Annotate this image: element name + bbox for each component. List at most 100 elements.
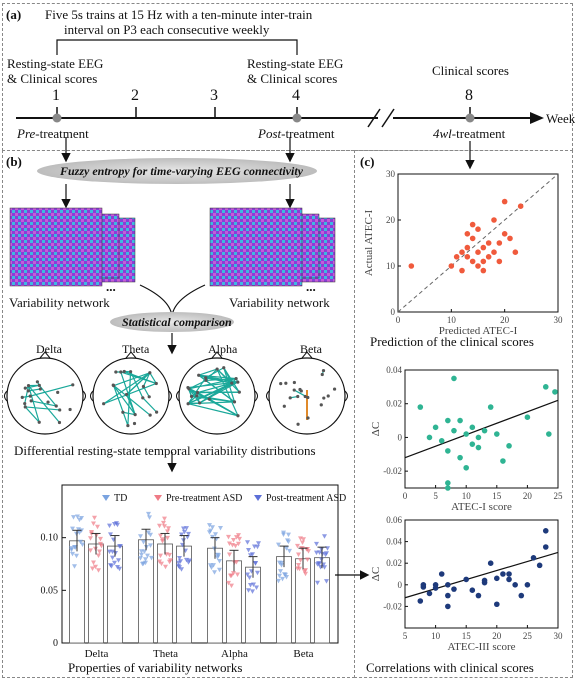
electrode-dot xyxy=(56,390,60,394)
bar-jitter-point xyxy=(97,549,102,555)
electrode-dot xyxy=(141,384,146,389)
bar-jitter-point xyxy=(210,525,215,530)
scatter-point xyxy=(485,253,492,260)
y-tick-label: 0.04 xyxy=(386,537,402,547)
electrode-dot xyxy=(57,420,62,425)
bar-jitter-point xyxy=(75,514,80,519)
panel-b-label: (b) xyxy=(6,154,22,169)
y-tick-label: 0 xyxy=(53,638,58,649)
x-axis-label: ATEC-I score xyxy=(451,501,512,513)
electrode-dot xyxy=(71,383,75,387)
head-ear-right xyxy=(344,390,348,402)
scatter-point xyxy=(448,263,455,269)
electrode-dot xyxy=(121,410,125,414)
y-axis-label: ΔC xyxy=(370,567,382,581)
electrode-dot xyxy=(68,407,72,412)
connection-edge xyxy=(113,372,151,387)
electrode-dot xyxy=(186,402,190,406)
electrode-dot xyxy=(292,380,296,385)
bar-jitter-point xyxy=(209,565,214,571)
electrode-dot xyxy=(114,370,118,374)
bar-jitter-point xyxy=(96,568,101,573)
connection-edge xyxy=(38,384,57,407)
bar-jitter-point xyxy=(276,578,281,584)
bar-jitter-point xyxy=(138,556,143,561)
x-tick-label: 15 xyxy=(492,491,502,501)
scatter-frame xyxy=(404,519,559,629)
bar-jitter-point xyxy=(176,560,181,566)
bar-jitter-point xyxy=(315,580,320,586)
pre-treatment-label: Pre-treatment xyxy=(17,127,89,140)
bar-jitter-point xyxy=(229,583,234,589)
head-ear-left xyxy=(176,390,180,402)
band-label-alpha: Alpha xyxy=(208,342,238,356)
connection-edge xyxy=(103,372,151,405)
scatter-point xyxy=(445,592,451,599)
scatter-point xyxy=(506,443,512,449)
bar-jitter-point xyxy=(300,540,305,546)
bar-jitter-point xyxy=(146,511,151,517)
bar-jitter-point xyxy=(208,528,213,534)
scatter-point xyxy=(469,424,476,431)
electrode-dot xyxy=(111,383,115,387)
electrode-dot xyxy=(306,416,310,420)
bar-jitter-point xyxy=(69,546,74,551)
scatter-point xyxy=(496,258,503,265)
bar-jitter-point xyxy=(255,570,260,576)
bar-jitter-point xyxy=(280,576,285,582)
scatter-point xyxy=(475,263,481,269)
bar-jitter-point xyxy=(237,536,242,542)
head-nose xyxy=(211,351,223,359)
band-label-beta: Beta xyxy=(300,342,322,356)
bar-jitter-point xyxy=(278,569,283,574)
connection-edge xyxy=(25,406,60,411)
y-tick-label: 0.06 xyxy=(386,515,402,525)
bar-jitter-point xyxy=(117,544,122,549)
identity-line xyxy=(397,173,559,313)
electrode-dot xyxy=(296,422,300,426)
connection-edge xyxy=(27,385,40,423)
y-tick-label: 10 xyxy=(386,261,396,271)
head-ear-right xyxy=(82,390,86,402)
pre-italic: Pre xyxy=(17,126,36,141)
bar-jitter-point xyxy=(185,534,190,540)
electrode-dot xyxy=(35,380,40,384)
bar-jitter-point xyxy=(246,548,251,553)
electrode-dot xyxy=(37,383,41,387)
bar-jitter-point xyxy=(248,582,253,588)
connection-edge xyxy=(113,385,136,415)
electrode-dot xyxy=(332,387,337,391)
scatter-point xyxy=(463,576,470,583)
electrode-dot xyxy=(141,396,145,400)
bar-jitter-point xyxy=(286,539,291,545)
scatter-point xyxy=(512,582,518,588)
y-tick-label: -0.02 xyxy=(383,466,402,476)
properties-caption: Properties of variability networks xyxy=(68,660,243,675)
scatter-point xyxy=(464,253,471,260)
week-tick-2: 2 xyxy=(131,87,139,104)
variability-network-right-label: Variability network xyxy=(229,295,330,310)
electrode-dot xyxy=(23,405,27,409)
scatter-point xyxy=(501,231,508,237)
bar-jitter-point xyxy=(109,564,114,569)
scatter-point xyxy=(500,458,506,464)
scatter-point xyxy=(451,427,457,434)
bar-jitter-point xyxy=(286,532,291,538)
scatter-point xyxy=(457,454,463,461)
bar-jitter-point xyxy=(236,541,241,547)
bar-jitter-point xyxy=(255,544,260,550)
scatter-point xyxy=(480,258,487,265)
bar-jitter-point xyxy=(314,541,319,547)
panel-c-frame xyxy=(354,150,573,678)
legend-label: TD xyxy=(114,493,127,504)
bar-jitter-point xyxy=(165,535,170,541)
bar-jitter-point xyxy=(245,540,250,545)
electrode-dot xyxy=(195,394,199,398)
bar-jitter-point xyxy=(226,580,231,586)
bar-jitter-point xyxy=(142,549,147,555)
bar-jitter-point xyxy=(141,540,146,545)
scatter-point xyxy=(464,244,471,251)
x-tick-label: 10 xyxy=(462,491,472,501)
connection-edge xyxy=(126,394,136,415)
bar-jitter-point xyxy=(226,534,231,540)
